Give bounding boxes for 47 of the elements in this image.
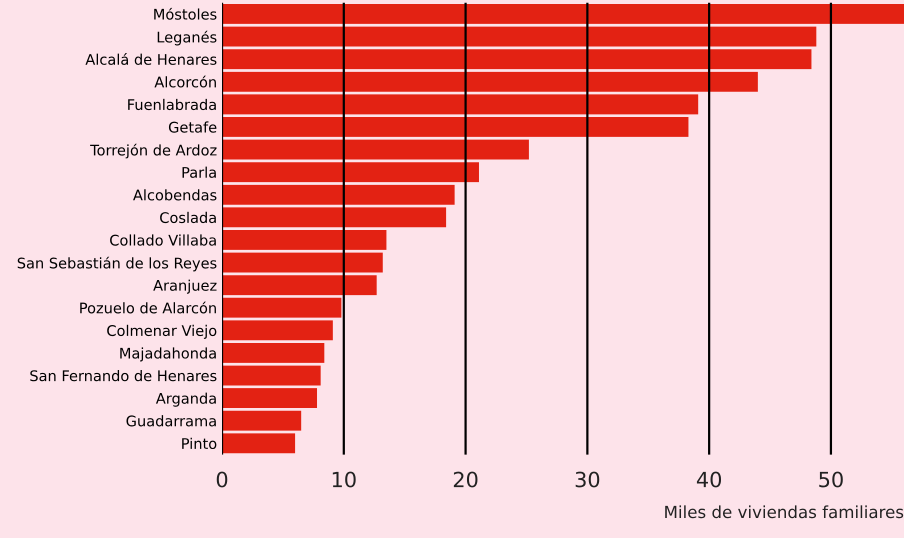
y-tick-label: San Fernando de Henares (30, 370, 216, 382)
bar (222, 298, 342, 318)
bar (222, 94, 698, 114)
bar (222, 26, 816, 47)
y-tick-label: Pinto (182, 438, 216, 450)
y-tick-label: Colmenar Viejo (107, 324, 216, 339)
y-tick-label: Aranjuez (153, 280, 217, 294)
x-tick-label: 30 (576, 472, 600, 488)
y-tick-label: San Sebastián de los Reyes (18, 256, 216, 272)
x-tick-label: 0 (216, 472, 228, 488)
y-tick-label: Móstoles (154, 8, 216, 20)
bar (222, 117, 688, 137)
x-tick-label: 10 (332, 472, 356, 488)
y-tick-label: Majadahonda (120, 347, 216, 362)
x-tick-label: 20 (454, 472, 478, 488)
y-tick-label: Fuenlabrada (128, 98, 216, 110)
y-tick-label: Coslada (160, 212, 216, 224)
bar (222, 207, 446, 228)
bar (222, 49, 812, 70)
bar (222, 252, 383, 272)
y-tick-label: Alcorcón (154, 76, 216, 88)
bar (222, 388, 318, 408)
x-axis-title: Miles de viviendas familiares (665, 505, 904, 518)
y-tick-label: Getafe (168, 121, 216, 133)
bar (222, 230, 386, 250)
bar (222, 410, 302, 431)
y-tick-label: Alcalá de Henares (85, 53, 216, 65)
y-tick-label: Parla (182, 166, 216, 178)
bar (222, 275, 377, 296)
y-tick-label: Guadarrama (126, 415, 216, 426)
y-tick-label: Arganda (156, 392, 216, 407)
bar (222, 4, 904, 24)
y-tick-label: Alcobendas (133, 189, 216, 201)
x-tick-label: 40 (696, 472, 722, 488)
y-tick-label: Leganés (158, 30, 216, 46)
bar (222, 184, 455, 205)
bar (222, 320, 333, 340)
bar (222, 162, 479, 182)
y-tick-label: Torrejón de Ardoz (90, 144, 217, 158)
bar (222, 342, 324, 363)
bar (222, 72, 758, 92)
y-tick-label: Collado Villaba (110, 234, 216, 246)
bar (222, 140, 529, 160)
y-tick-label: Pozuelo de Alarcón (80, 302, 216, 314)
bar (222, 433, 296, 454)
x-tick-label: 50 (819, 472, 843, 488)
bar (222, 366, 321, 386)
